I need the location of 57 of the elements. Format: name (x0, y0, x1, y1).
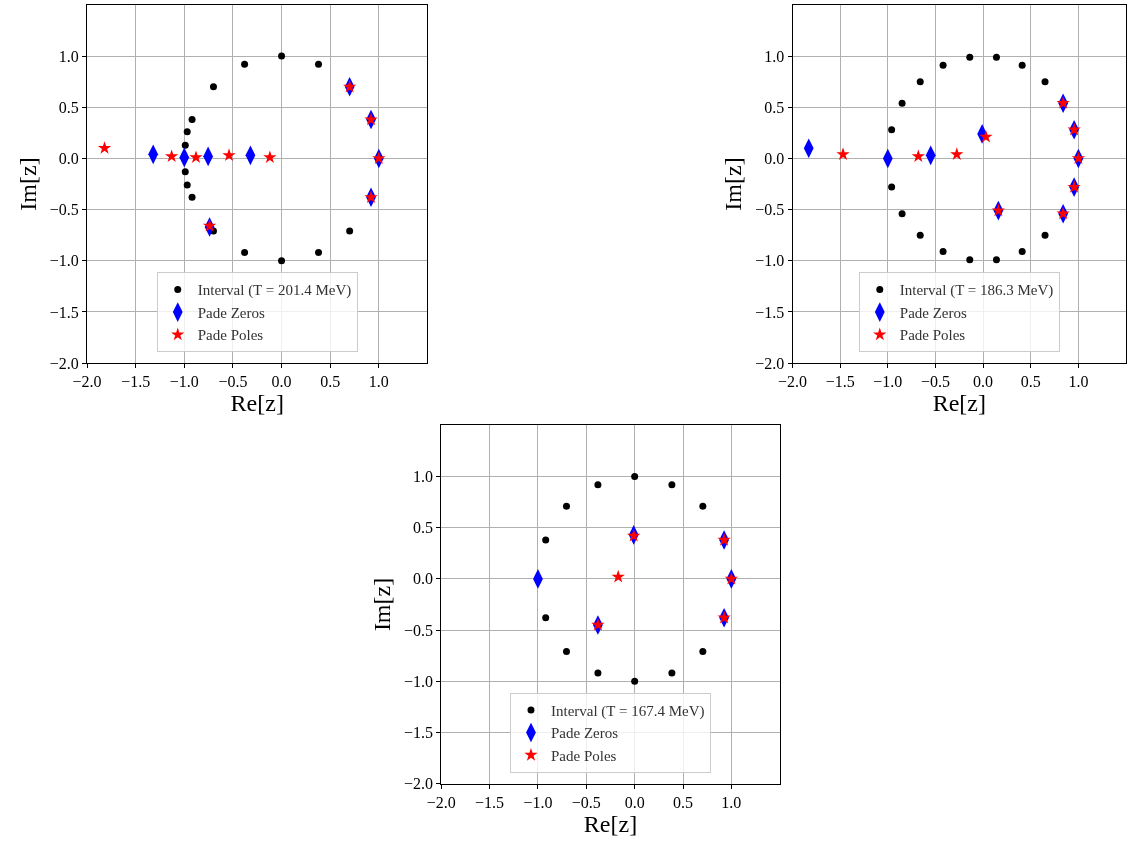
y-axis-title: Im[z] (720, 157, 747, 211)
y-tick-label: −1.0 (404, 672, 434, 690)
y-tick-label: −0.5 (49, 201, 79, 219)
y-tick-label: 0.5 (413, 519, 434, 537)
y-tick-label: 0.0 (58, 150, 79, 168)
x-axis-title: Re[z] (583, 810, 638, 837)
y-tick-label: 1.0 (58, 47, 79, 65)
y-tick-label: −1.5 (49, 303, 79, 321)
y-tick-label: 0.5 (764, 98, 785, 116)
x-axis-title: Re[z] (932, 390, 986, 417)
legend-label: Interval (T = 201.4 MeV) (197, 282, 352, 300)
x-tick-label: 0.5 (1020, 373, 1041, 391)
x-tick-label: −2.0 (426, 793, 456, 811)
y-tick-label: −0.5 (755, 201, 785, 219)
y-tick-label: 0.0 (764, 150, 785, 168)
legend-label: Pade Zeros (197, 304, 265, 321)
y-tick-label: −1.0 (49, 252, 79, 270)
legend-label: Pade Poles (550, 747, 617, 764)
y-tick-label: 1.0 (764, 47, 785, 65)
x-tick-label: 1.0 (1068, 373, 1089, 391)
x-tick-label: −2.0 (72, 373, 102, 391)
y-tick-label: −0.5 (404, 621, 434, 639)
legend-label: Interval (T = 186.3 MeV) (899, 282, 1054, 300)
y-tick-label: −2.0 (755, 354, 785, 372)
x-tick-label: 0.0 (271, 373, 292, 391)
y-tick-label: 1.0 (413, 468, 434, 486)
y-tick-label: −2.0 (49, 354, 79, 372)
x-tick-label: 0.5 (320, 373, 341, 391)
legend-label: Pade Zeros (550, 725, 619, 742)
x-tick-label: −1.5 (475, 793, 505, 811)
legend-label: Interval (T = 167.4 MeV) (550, 702, 705, 720)
x-tick-label: −0.5 (571, 793, 601, 811)
x-tick-label: −0.5 (218, 373, 248, 391)
y-tick-label: −1.5 (404, 723, 434, 741)
x-tick-label: −0.5 (920, 373, 950, 391)
y-tick-label: 0.0 (413, 570, 434, 588)
y-axis-title: Im[z] (369, 577, 396, 632)
y-tick-label: −2.0 (404, 775, 434, 793)
x-tick-label: −1.0 (873, 373, 903, 391)
x-tick-label: 1.0 (368, 373, 389, 391)
x-tick-label: 0.0 (624, 793, 645, 811)
legend-label: Pade Poles (197, 327, 264, 344)
y-axis-title: Im[z] (14, 157, 41, 211)
x-tick-label: −1.5 (825, 373, 855, 391)
x-tick-label: 0.5 (673, 793, 693, 811)
x-tick-label: 1.0 (721, 793, 742, 811)
x-tick-label: −1.0 (523, 793, 553, 811)
x-tick-label: 0.0 (973, 373, 994, 391)
y-tick-label: −1.5 (755, 303, 785, 321)
y-tick-label: −1.0 (755, 252, 785, 270)
legend-label: Pade Poles (899, 327, 966, 344)
x-axis-title: Re[z] (230, 390, 284, 417)
y-tick-label: 0.5 (58, 98, 79, 116)
x-tick-label: −2.0 (778, 373, 808, 391)
x-tick-label: −1.0 (169, 373, 199, 391)
legend-label: Pade Zeros (899, 304, 968, 321)
x-tick-label: −1.5 (121, 373, 151, 391)
